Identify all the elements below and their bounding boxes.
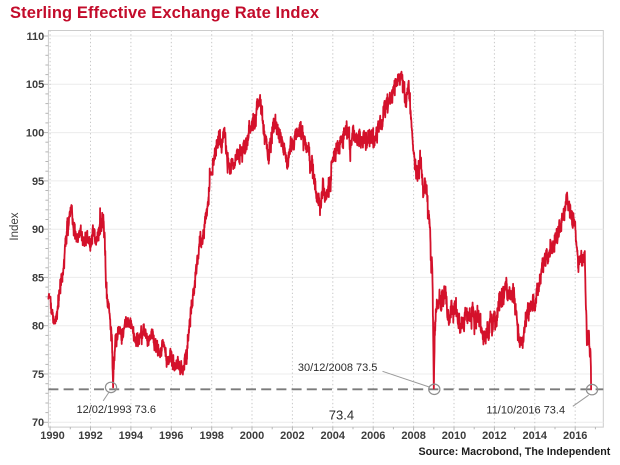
svg-text:2006: 2006 bbox=[361, 430, 385, 442]
svg-text:1994: 1994 bbox=[119, 430, 144, 442]
svg-text:1992: 1992 bbox=[78, 430, 102, 442]
svg-text:1996: 1996 bbox=[159, 430, 183, 442]
svg-text:75: 75 bbox=[32, 369, 44, 381]
svg-text:95: 95 bbox=[32, 176, 44, 188]
svg-text:1990: 1990 bbox=[40, 430, 64, 442]
svg-text:2016: 2016 bbox=[563, 430, 587, 442]
svg-text:2008: 2008 bbox=[401, 430, 425, 442]
svg-text:80: 80 bbox=[32, 321, 44, 333]
svg-text:85: 85 bbox=[32, 272, 44, 284]
svg-text:2000: 2000 bbox=[240, 430, 264, 442]
svg-text:100: 100 bbox=[26, 128, 44, 140]
svg-text:11/10/2016 73.4: 11/10/2016 73.4 bbox=[486, 404, 565, 416]
svg-text:2002: 2002 bbox=[280, 430, 304, 442]
svg-text:2014: 2014 bbox=[523, 430, 548, 442]
svg-text:70: 70 bbox=[32, 417, 44, 429]
svg-text:Index: Index bbox=[9, 212, 21, 240]
svg-text:110: 110 bbox=[26, 31, 44, 43]
svg-text:105: 105 bbox=[26, 79, 44, 91]
svg-text:73.4: 73.4 bbox=[329, 407, 354, 422]
svg-text:2010: 2010 bbox=[442, 430, 466, 442]
svg-text:Sterling Effective Exchange Ra: Sterling Effective Exchange Rate Index bbox=[10, 4, 320, 22]
svg-text:2012: 2012 bbox=[482, 430, 506, 442]
svg-text:90: 90 bbox=[32, 224, 44, 236]
svg-text:30/12/2008 73.5: 30/12/2008 73.5 bbox=[298, 362, 378, 374]
svg-text:1998: 1998 bbox=[199, 430, 223, 442]
svg-text:Source: Macrobond, The Indepen: Source: Macrobond, The Independent bbox=[419, 446, 611, 458]
svg-text:2004: 2004 bbox=[321, 430, 346, 442]
svg-text:12/02/1993 73.6: 12/02/1993 73.6 bbox=[77, 404, 157, 416]
